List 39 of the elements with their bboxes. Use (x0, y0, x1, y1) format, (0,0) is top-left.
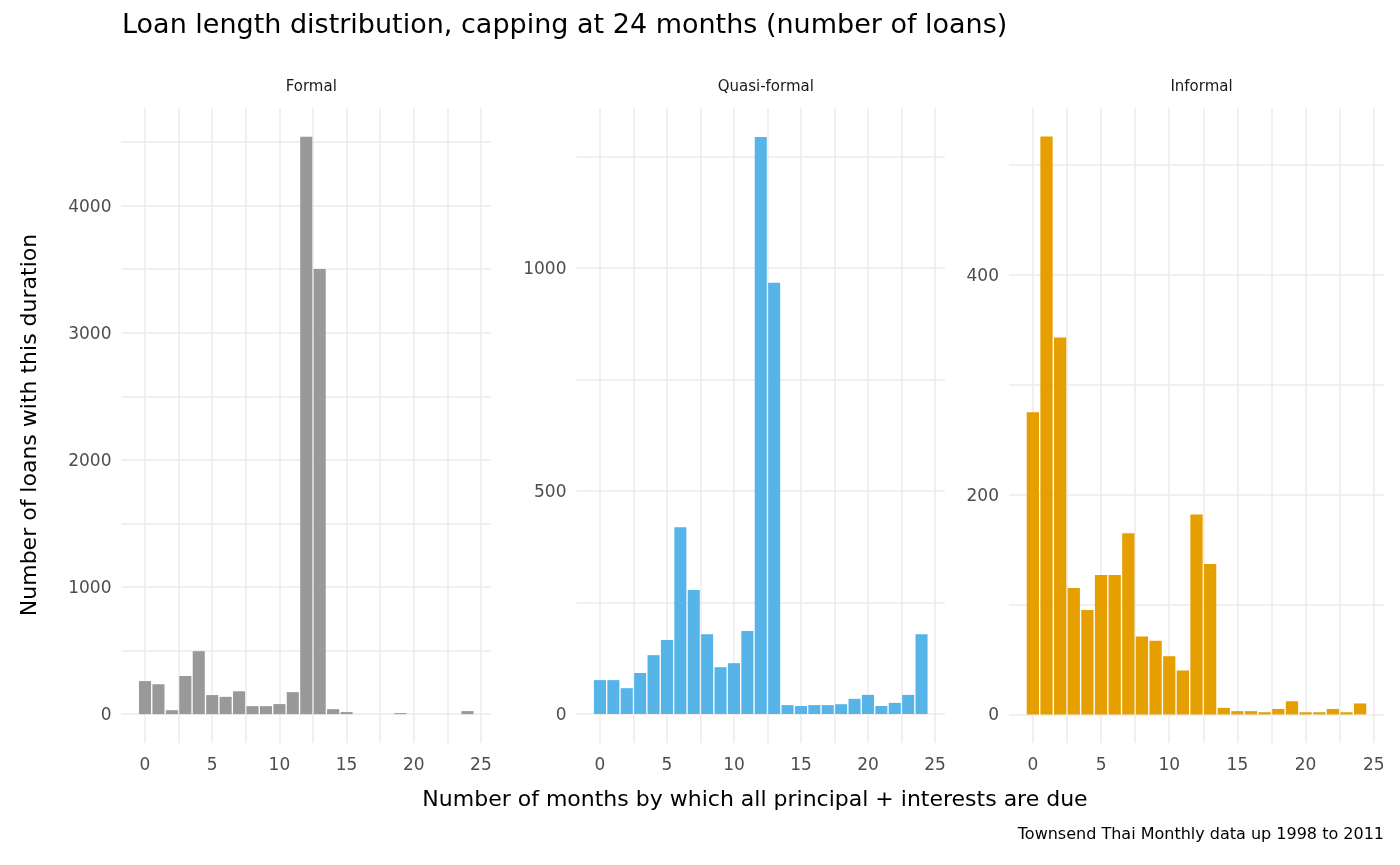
x-tick-label: 25 (924, 753, 946, 774)
bar (340, 712, 353, 715)
y-tick-label: 1000 (523, 258, 567, 279)
chart-subtitle: Formal (285, 76, 337, 95)
x-tick-label: 20 (402, 753, 425, 774)
x-tick-label: 10 (1158, 753, 1181, 774)
x-tick-label: 15 (335, 753, 358, 774)
x-tick-label: 10 (723, 753, 745, 774)
y-tick-label: 0 (988, 704, 999, 725)
text: Loan length distribution, capping at 24 months (number of loans) (122, 8, 1008, 39)
x-tick-label: 20 (1294, 753, 1317, 774)
chart-subtitle: Quasi-formal (717, 76, 814, 95)
y-tick-label: 500 (534, 481, 567, 502)
y-tick-label: 4000 (68, 195, 112, 216)
x-tick-label: 10 (268, 753, 291, 774)
y-tick-label: 0 (555, 704, 567, 725)
x-axis-title: Number of months by which all principal + interests are due (422, 785, 1088, 811)
x-tick-label: 0 (594, 753, 606, 774)
x-tick-label: 15 (790, 753, 812, 774)
x-tick-label: 20 (857, 753, 879, 774)
x-tick-label: 0 (1027, 753, 1039, 774)
bar (461, 711, 474, 715)
chart-subtitle: Informal (1170, 76, 1233, 95)
x-tick-label: 0 (139, 753, 151, 774)
y-tick-label: 400 (966, 264, 999, 285)
y-tick-label: 2000 (68, 449, 112, 470)
y-tick-label: 3000 (68, 322, 112, 343)
text: Townsend Thai Monthly data up 1998 to 2011 (1017, 824, 1384, 843)
x-tick-label: 25 (470, 753, 492, 774)
y-tick-label: 200 (966, 484, 999, 505)
bar (915, 634, 928, 715)
y-tick-label: 0 (100, 704, 112, 725)
y-axis-title: Number of loans with this duration (15, 233, 41, 617)
x-tick-label: 25 (1362, 753, 1385, 774)
x-tick-label: 15 (1226, 753, 1249, 774)
x-tick-label: 5 (206, 753, 218, 774)
x-tick-label: 5 (1095, 753, 1107, 774)
x-tick-label: 5 (661, 753, 673, 774)
y-tick-label: 1000 (68, 576, 112, 597)
